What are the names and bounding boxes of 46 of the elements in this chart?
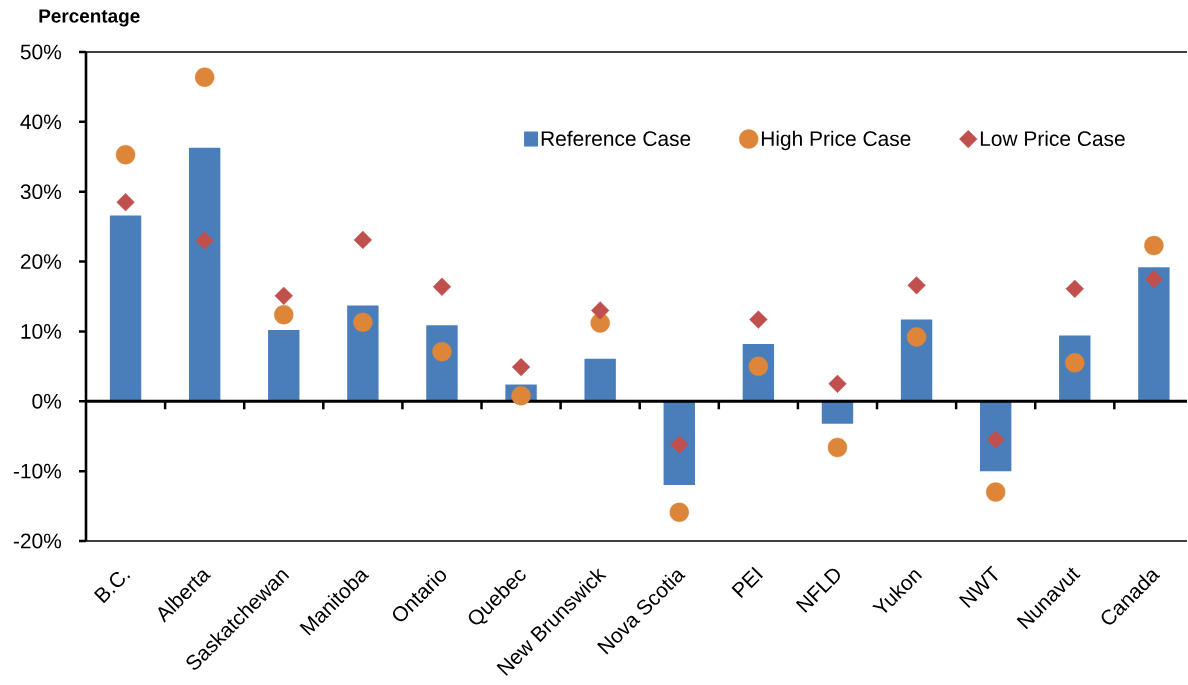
y-tick-label: 10% — [21, 324, 62, 339]
point — [194, 67, 215, 87]
point — [511, 386, 531, 406]
point — [591, 301, 610, 320]
bar — [584, 358, 616, 402]
bar — [188, 147, 221, 402]
bar — [663, 401, 695, 486]
y-axis-title: Percentage — [39, 9, 140, 27]
x-tick-label: PEI — [731, 566, 763, 599]
legend-label: High Price Case — [761, 130, 911, 151]
point — [1065, 279, 1084, 298]
point — [985, 482, 1006, 502]
point — [1144, 235, 1164, 256]
point — [116, 193, 135, 212]
point — [353, 312, 373, 333]
y-tick-label: 20% — [20, 254, 62, 269]
point — [669, 502, 689, 523]
point — [1144, 269, 1163, 289]
y-tick-label: -20% — [13, 533, 62, 549]
point — [906, 327, 927, 347]
y-tick-label: 40% — [20, 114, 62, 130]
bar — [109, 215, 142, 402]
point — [827, 437, 848, 458]
y-tick-label: 50% — [20, 44, 62, 60]
point — [511, 357, 531, 377]
legend-label: Low Price Case — [980, 130, 1125, 147]
point — [195, 231, 214, 250]
y-tick-label: 30% — [20, 184, 62, 200]
y-tick-label: -10% — [13, 463, 62, 479]
point — [670, 435, 689, 454]
point — [274, 286, 293, 305]
point — [432, 341, 452, 362]
point — [749, 310, 768, 329]
bar — [979, 401, 1012, 472]
legend-label: Reference Case — [541, 130, 691, 147]
point — [907, 276, 926, 295]
point — [353, 230, 372, 250]
point — [274, 304, 294, 325]
point — [828, 374, 847, 393]
y-tick-label: 0% — [32, 393, 62, 409]
point — [115, 144, 136, 165]
bar — [821, 401, 854, 424]
bar — [1138, 267, 1170, 402]
bar — [268, 330, 300, 402]
point — [432, 277, 452, 296]
x-tick-label: B.C. — [93, 572, 131, 604]
